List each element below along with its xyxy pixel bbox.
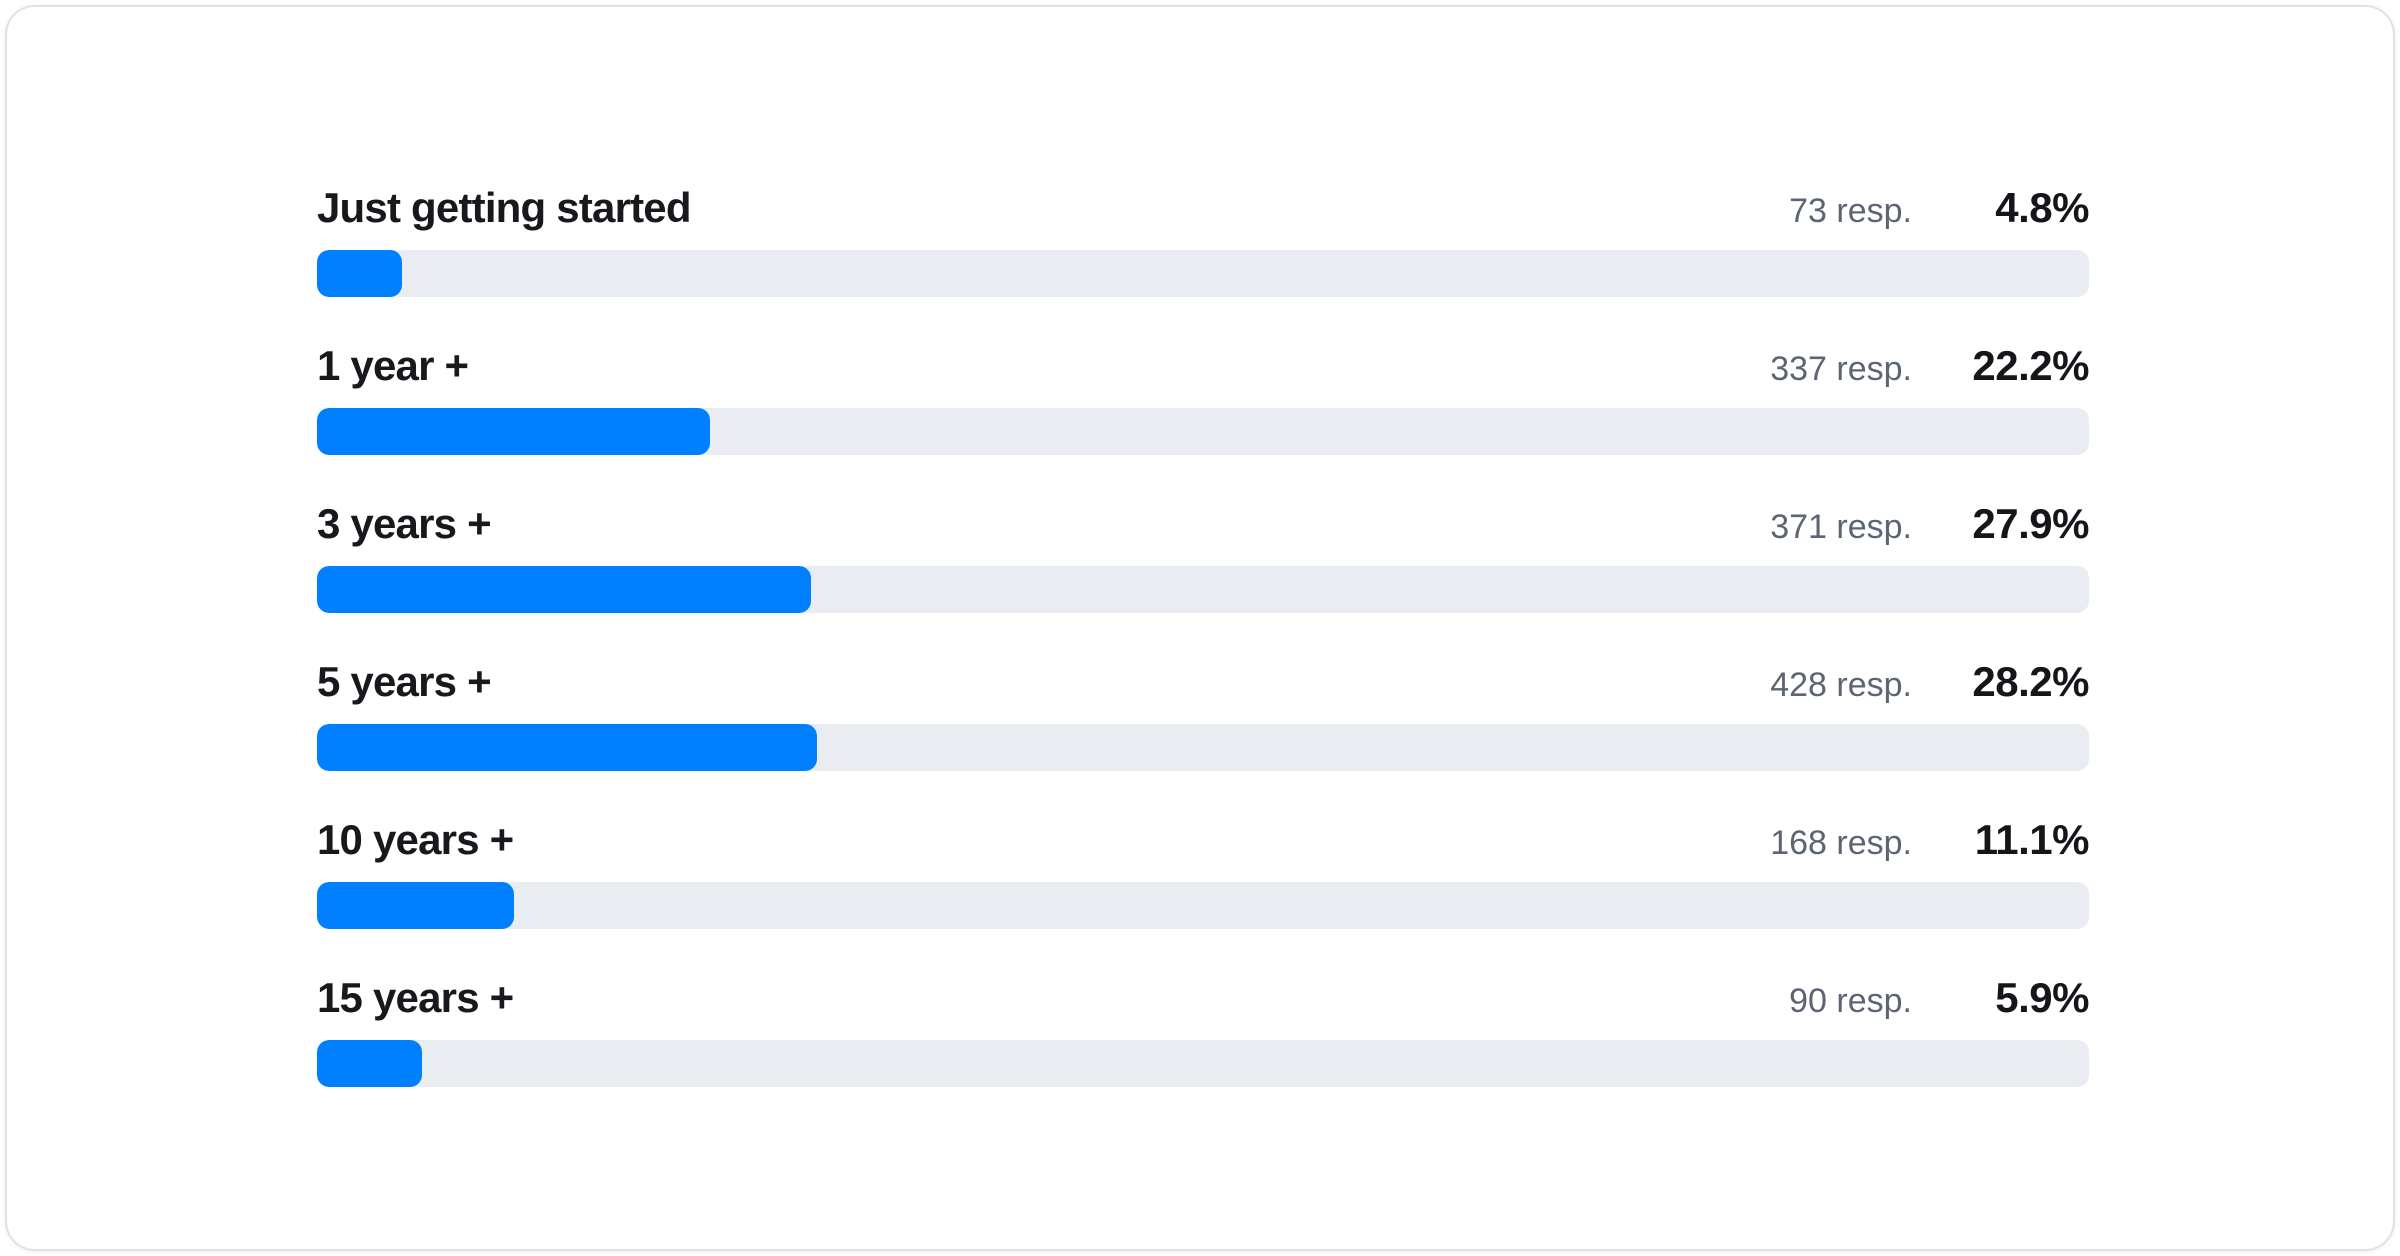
answer-row-header: 1 year + 337 resp. 22.2% bbox=[317, 342, 2090, 389]
answer-row: 5 years + 428 resp. 28.2% bbox=[317, 658, 2090, 771]
response-count: 90 resp. bbox=[1789, 982, 1912, 1020]
answer-row-header: 15 years + 90 resp. 5.9% bbox=[317, 974, 2090, 1021]
answer-stats: 73 resp. 4.8% bbox=[1789, 185, 2089, 234]
answer-row: 1 year + 337 resp. 22.2% bbox=[317, 342, 2090, 455]
results-list: Just getting started 73 resp. 4.8% 1 yea… bbox=[317, 184, 2090, 1087]
bar-fill bbox=[317, 566, 812, 613]
bar-fill bbox=[317, 882, 514, 929]
answer-stats: 90 resp. 5.9% bbox=[1789, 975, 2089, 1024]
answer-row-header: 5 years + 428 resp. 28.2% bbox=[317, 658, 2090, 705]
percent-value: 4.8% bbox=[1995, 184, 2089, 231]
bar-fill bbox=[317, 724, 817, 771]
percent-value: 5.9% bbox=[1995, 974, 2089, 1021]
answer-stats: 337 resp. 22.2% bbox=[1770, 343, 2089, 392]
percent-value: 22.2% bbox=[1972, 342, 2089, 389]
response-count: 371 resp. bbox=[1770, 508, 1912, 546]
bar-track bbox=[317, 1040, 2089, 1087]
percent-value: 28.2% bbox=[1972, 658, 2089, 705]
bar-track bbox=[317, 882, 2089, 929]
answer-row: 10 years + 168 resp. 11.1% bbox=[317, 816, 2090, 929]
answer-row-header: Just getting started 73 resp. 4.8% bbox=[317, 184, 2090, 231]
answer-row: 15 years + 90 resp. 5.9% bbox=[317, 974, 2090, 1087]
response-count: 337 resp. bbox=[1770, 350, 1912, 388]
response-count: 168 resp. bbox=[1770, 824, 1912, 862]
answer-row-header: 10 years + 168 resp. 11.1% bbox=[317, 816, 2090, 863]
percent-value: 27.9% bbox=[1972, 500, 2089, 547]
response-count: 428 resp. bbox=[1770, 666, 1912, 704]
bar-track bbox=[317, 724, 2089, 771]
answer-stats: 168 resp. 11.1% bbox=[1770, 817, 2089, 866]
bar-track bbox=[317, 250, 2089, 297]
answer-label: 3 years + bbox=[317, 500, 492, 547]
answer-label: 1 year + bbox=[317, 342, 469, 389]
answer-row: 3 years + 371 resp. 27.9% bbox=[317, 500, 2090, 613]
answer-row-header: 3 years + 371 resp. 27.9% bbox=[317, 500, 2090, 547]
bar-fill bbox=[317, 250, 403, 297]
answer-label: 15 years + bbox=[317, 974, 514, 1021]
bar-fill bbox=[317, 408, 711, 455]
bar-track bbox=[317, 408, 2089, 455]
answer-label: 10 years + bbox=[317, 816, 514, 863]
response-count: 73 resp. bbox=[1789, 192, 1912, 230]
answer-label: 5 years + bbox=[317, 658, 492, 705]
answer-stats: 428 resp. 28.2% bbox=[1770, 659, 2089, 708]
answer-label: Just getting started bbox=[317, 184, 692, 231]
answer-stats: 371 resp. 27.9% bbox=[1770, 501, 2089, 550]
bar-fill bbox=[317, 1040, 422, 1087]
answer-row: Just getting started 73 resp. 4.8% bbox=[317, 184, 2090, 297]
survey-results-card: Just getting started 73 resp. 4.8% 1 yea… bbox=[5, 5, 2395, 1251]
percent-value: 11.1% bbox=[1974, 816, 2090, 863]
bar-track bbox=[317, 566, 2089, 613]
